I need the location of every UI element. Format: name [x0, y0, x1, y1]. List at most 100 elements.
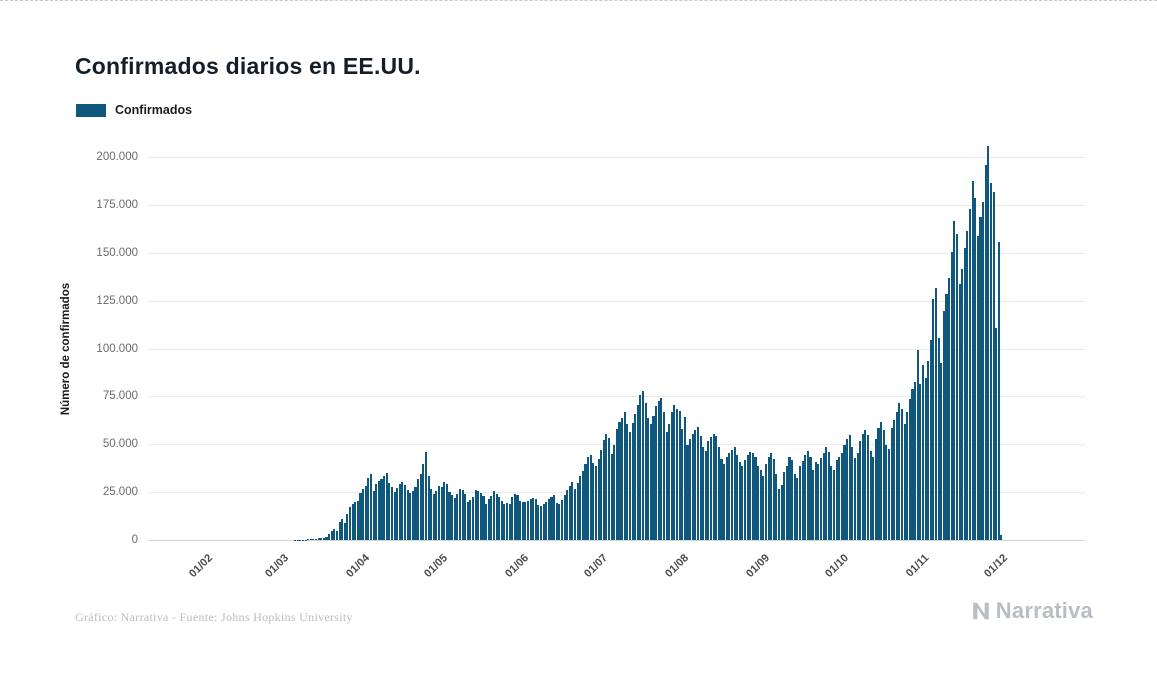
y-tick-label: 75.000: [102, 390, 138, 403]
bar: [621, 418, 624, 540]
bar: [657, 400, 660, 540]
bar: [942, 310, 945, 540]
bar: [778, 489, 781, 540]
bar: [573, 489, 577, 540]
bar: [519, 500, 522, 540]
bar: [362, 489, 365, 540]
gridline: [148, 204, 1085, 206]
bar: [775, 473, 778, 540]
bar: [662, 412, 665, 540]
bar: [914, 381, 917, 540]
bar: [707, 441, 710, 540]
bar: [542, 504, 545, 540]
bar: [545, 501, 548, 540]
y-tick-label: 200.000: [96, 151, 138, 163]
bar: [375, 483, 378, 540]
bar: [746, 454, 749, 540]
bar: [424, 451, 427, 540]
bar: [539, 506, 543, 540]
bar: [485, 504, 488, 540]
bar: [851, 446, 854, 540]
bar: [652, 416, 655, 540]
bar: [710, 437, 713, 540]
narrativa-logo-icon: [973, 602, 989, 620]
legend-label: Confirmados: [115, 103, 193, 117]
bar: [495, 493, 498, 540]
bar: [825, 446, 828, 540]
bar: [670, 411, 673, 540]
bar: [655, 405, 658, 540]
bar: [587, 457, 590, 540]
gridline: [148, 300, 1085, 302]
bar: [798, 466, 802, 540]
y-axis-title-wrap: Número de confirmados: [52, 157, 80, 540]
bar: [555, 503, 558, 540]
bar: [908, 399, 911, 540]
bar: [432, 493, 435, 540]
x-tick-label: 01/08: [663, 552, 692, 580]
x-tick-label: 01/07: [582, 552, 610, 580]
bar: [469, 499, 472, 540]
bar: [443, 482, 446, 540]
bar: [814, 462, 817, 540]
bar: [419, 473, 422, 540]
bar: [869, 450, 872, 540]
bar: [482, 495, 485, 540]
bar: [806, 450, 809, 540]
bar: [898, 402, 901, 540]
bar: [770, 452, 773, 540]
bar: [427, 475, 430, 540]
bar: [801, 461, 804, 540]
bar: [547, 498, 550, 540]
bar: [307, 539, 310, 540]
bar: [315, 538, 318, 540]
bar: [893, 420, 896, 540]
bar: [987, 146, 990, 540]
x-tick-label: 01/02: [187, 552, 215, 580]
bar: [725, 456, 728, 540]
bar: [464, 493, 467, 540]
bar: [471, 496, 475, 540]
bar: [772, 459, 775, 540]
bar: [508, 504, 511, 540]
bar: [487, 498, 490, 540]
bar: [874, 439, 877, 540]
bar: [335, 530, 339, 540]
bar: [717, 446, 720, 540]
y-tick-label: 100.000: [96, 342, 138, 355]
bar: [796, 477, 799, 540]
bar: [369, 474, 373, 540]
bar: [877, 427, 880, 540]
bar: [589, 454, 592, 540]
bar: [948, 278, 951, 540]
bar: [461, 490, 464, 540]
y-tick-label: 25.000: [102, 486, 138, 499]
bar: [647, 418, 650, 540]
bar: [859, 441, 862, 540]
bar: [683, 417, 686, 540]
bar: [618, 422, 621, 540]
bar: [720, 459, 723, 540]
bar: [809, 456, 812, 540]
bar: [351, 504, 354, 540]
bar: [979, 217, 982, 540]
bar: [817, 464, 820, 540]
bar: [406, 490, 409, 540]
gridline: [148, 252, 1085, 254]
bar: [780, 485, 783, 540]
bar: [430, 489, 433, 540]
bar: [736, 454, 739, 540]
x-tick-label: 01/04: [343, 552, 372, 580]
bar: [581, 470, 584, 540]
bar: [532, 497, 535, 540]
bar: [524, 501, 527, 540]
bar: [435, 490, 438, 540]
bar: [997, 242, 1000, 540]
bar: [853, 458, 856, 540]
bar: [474, 490, 477, 540]
y-tick-label: 175.000: [96, 198, 138, 211]
bar: [848, 435, 851, 540]
bar: [642, 391, 645, 540]
bar: [916, 350, 919, 540]
bar: [812, 469, 815, 540]
